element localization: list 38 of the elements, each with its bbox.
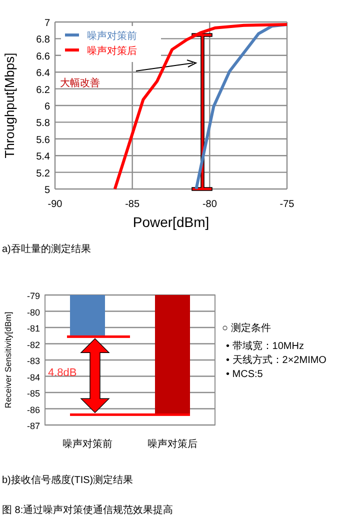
- y-tick-label: 5.6: [36, 134, 50, 146]
- x-axis-title: Power[dBm]: [132, 214, 210, 230]
- text: a)吞吐量的测定结果: [2, 243, 91, 255]
- y-tick-label: -79: [26, 291, 40, 301]
- y-tick-label: 6: [44, 102, 50, 112]
- y-tick-label: -80: [26, 307, 40, 318]
- text: • 天线方式：2×2MIMO: [226, 354, 327, 366]
- y-axis-title: Receiver Sensitivity[dBm]: [3, 312, 13, 408]
- y-tick-label: -85: [26, 388, 40, 398]
- y-tick-label: 5.2: [36, 168, 50, 180]
- x-tick-label: -75: [280, 199, 295, 210]
- caption: 图 8:通过噪声对策使通信规范效果提高: [2, 504, 174, 516]
- x-tick-label: -85: [125, 199, 140, 210]
- text: • MCS:5: [226, 369, 264, 380]
- y-tick-label: 6.8: [36, 34, 50, 46]
- legend-label: 噪声对策后: [87, 45, 137, 57]
- text: • 带域宽：10MHz: [226, 340, 304, 352]
- y-tick-label: 5.4: [36, 152, 50, 163]
- y-axis-title: Throughput[Mbps]: [2, 52, 17, 158]
- y-tick-label: 5.8: [36, 118, 50, 130]
- y-tick-label: -86: [26, 404, 40, 415]
- y-tick-label: -83: [26, 356, 40, 366]
- y-tick-label: 6.4: [36, 68, 50, 80]
- y-tick-label: 6.6: [36, 51, 50, 62]
- text: ○ 测定条件: [222, 322, 271, 334]
- y-tick-label: -82: [26, 340, 40, 350]
- text: b)接收信号感度(TIS)测定结果: [2, 474, 134, 486]
- y-tick-label: 6.2: [36, 84, 50, 96]
- y-tick-label: 5: [44, 185, 50, 196]
- y-tick-label: -81: [26, 324, 40, 334]
- y-tick-label: 7: [44, 18, 50, 29]
- annotation: 4.8dB: [48, 367, 77, 379]
- y-tick-label: -87: [26, 421, 40, 431]
- annotation: 大幅改善: [60, 77, 100, 89]
- legend-label: 噪声对策前: [87, 30, 137, 42]
- x-tick-label: -90: [48, 199, 63, 210]
- x-tick-label: -80: [202, 199, 218, 210]
- y-tick-label: -84: [26, 372, 40, 382]
